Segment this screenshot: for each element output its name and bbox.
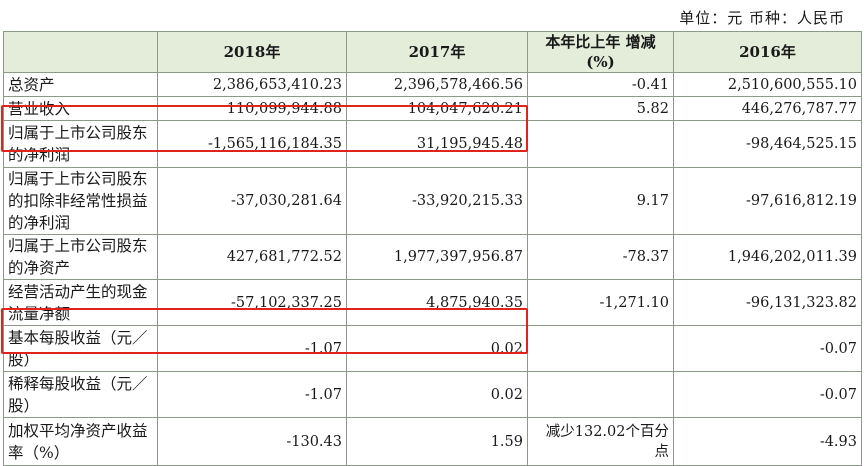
value-2016: 2,510,600,555.10 [673, 72, 862, 97]
value-2016: -98,464,525.15 [673, 120, 862, 168]
value-2016: 446,276,787.77 [673, 96, 862, 121]
header-year-2017: 2017年 [346, 31, 528, 73]
value-change: 5.82 [527, 96, 674, 121]
row-label: 归属于上市公司股东的扣除非经常性损益的净利润 [3, 167, 158, 235]
value-2017: 1,977,397,956.87 [346, 234, 528, 280]
table-row: 归属于上市公司股东的扣除非经常性损益的净利润 -37,030,281.64 -33,… [3, 167, 862, 235]
header-item [3, 31, 158, 73]
financial-summary-table: 2018年 2017年 本年比上年 增减(%) 2016年 总资产 2,386,6… [3, 31, 862, 466]
table-row: 归属于上市公司股东的净利润 -1,565,116,184.35 31,195,945… [3, 120, 862, 168]
highlight-net-profit [1, 105, 528, 152]
table-row: 加权平均净资产收益率（%） -130.43 1.59 减少132.02个百分点 -4.9… [3, 417, 862, 466]
header-year-2016: 2016年 [673, 31, 862, 73]
value-change: -1,271.10 [527, 279, 674, 326]
header-year-2018: 2018年 [157, 31, 347, 73]
value-2018: 2,386,653,410.23 [157, 72, 347, 97]
value-2017: 1.59 [346, 417, 528, 466]
value-2018: -1.07 [157, 325, 347, 372]
table-row: 归属于上市公司股东的净资产 427,681,772.52 1,977,397,956… [3, 234, 862, 280]
value-2018: 427,681,772.52 [157, 234, 347, 280]
value-change [527, 120, 674, 168]
value-2016: -0.07 [673, 371, 862, 418]
highlight-basic-eps [1, 308, 528, 354]
table-header-row: 2018年 2017年 本年比上年 增减(%) 2016年 [3, 31, 862, 73]
value-2017: 31,195,945.48 [346, 120, 528, 168]
value-change [527, 325, 674, 372]
table-row: 总资产 2,386,653,410.23 2,396,578,466.56 -0.41… [3, 72, 862, 97]
row-label: 基本每股收益（元／股） [3, 325, 158, 372]
table-row: 基本每股收益（元／股） -1.07 0.02 -0.07 [3, 325, 862, 372]
value-2016: -0.07 [673, 325, 862, 372]
unit-currency-note: 单位：元 币种：人民币 [679, 9, 845, 27]
row-label: 归属于上市公司股东的净资产 [3, 234, 158, 280]
value-2017: 2,396,578,466.56 [346, 72, 528, 97]
value-2016: -97,616,812.19 [673, 167, 862, 235]
value-change [527, 371, 674, 418]
value-2018: -130.43 [157, 417, 347, 466]
row-label: 营业收入 [3, 96, 158, 121]
value-change: 9.17 [527, 167, 674, 235]
value-change: 减少132.02个百分点 [527, 417, 674, 466]
value-change: -0.41 [527, 72, 674, 97]
value-2018: -1.07 [157, 371, 347, 418]
value-2016: 1,946,202,011.39 [673, 234, 862, 280]
header-change: 本年比上年 增减(%) [527, 31, 674, 73]
table-row: 营业收入 110,099,944.88 104,047,620.21 5.82 446,… [3, 96, 862, 121]
value-2017: -33,920,215.33 [346, 167, 528, 235]
row-label: 加权平均净资产收益率（%） [3, 417, 158, 466]
value-change: -78.37 [527, 234, 674, 280]
value-2018: -1,565,116,184.35 [157, 120, 347, 168]
row-label: 总资产 [3, 72, 158, 97]
row-label: 经营活动产生的现金流量净额 [3, 279, 158, 326]
value-2016: -4.93 [673, 417, 862, 466]
value-2018: -57,102,337.25 [157, 279, 347, 326]
value-2016: -96,131,323.82 [673, 279, 862, 326]
row-label: 稀释每股收益（元／股） [3, 371, 158, 418]
table-row: 稀释每股收益（元／股） -1.07 0.02 -0.07 [3, 371, 862, 418]
value-2018: -37,030,281.64 [157, 167, 347, 235]
value-2017: 0.02 [346, 371, 528, 418]
value-2018: 110,099,944.88 [157, 96, 347, 121]
